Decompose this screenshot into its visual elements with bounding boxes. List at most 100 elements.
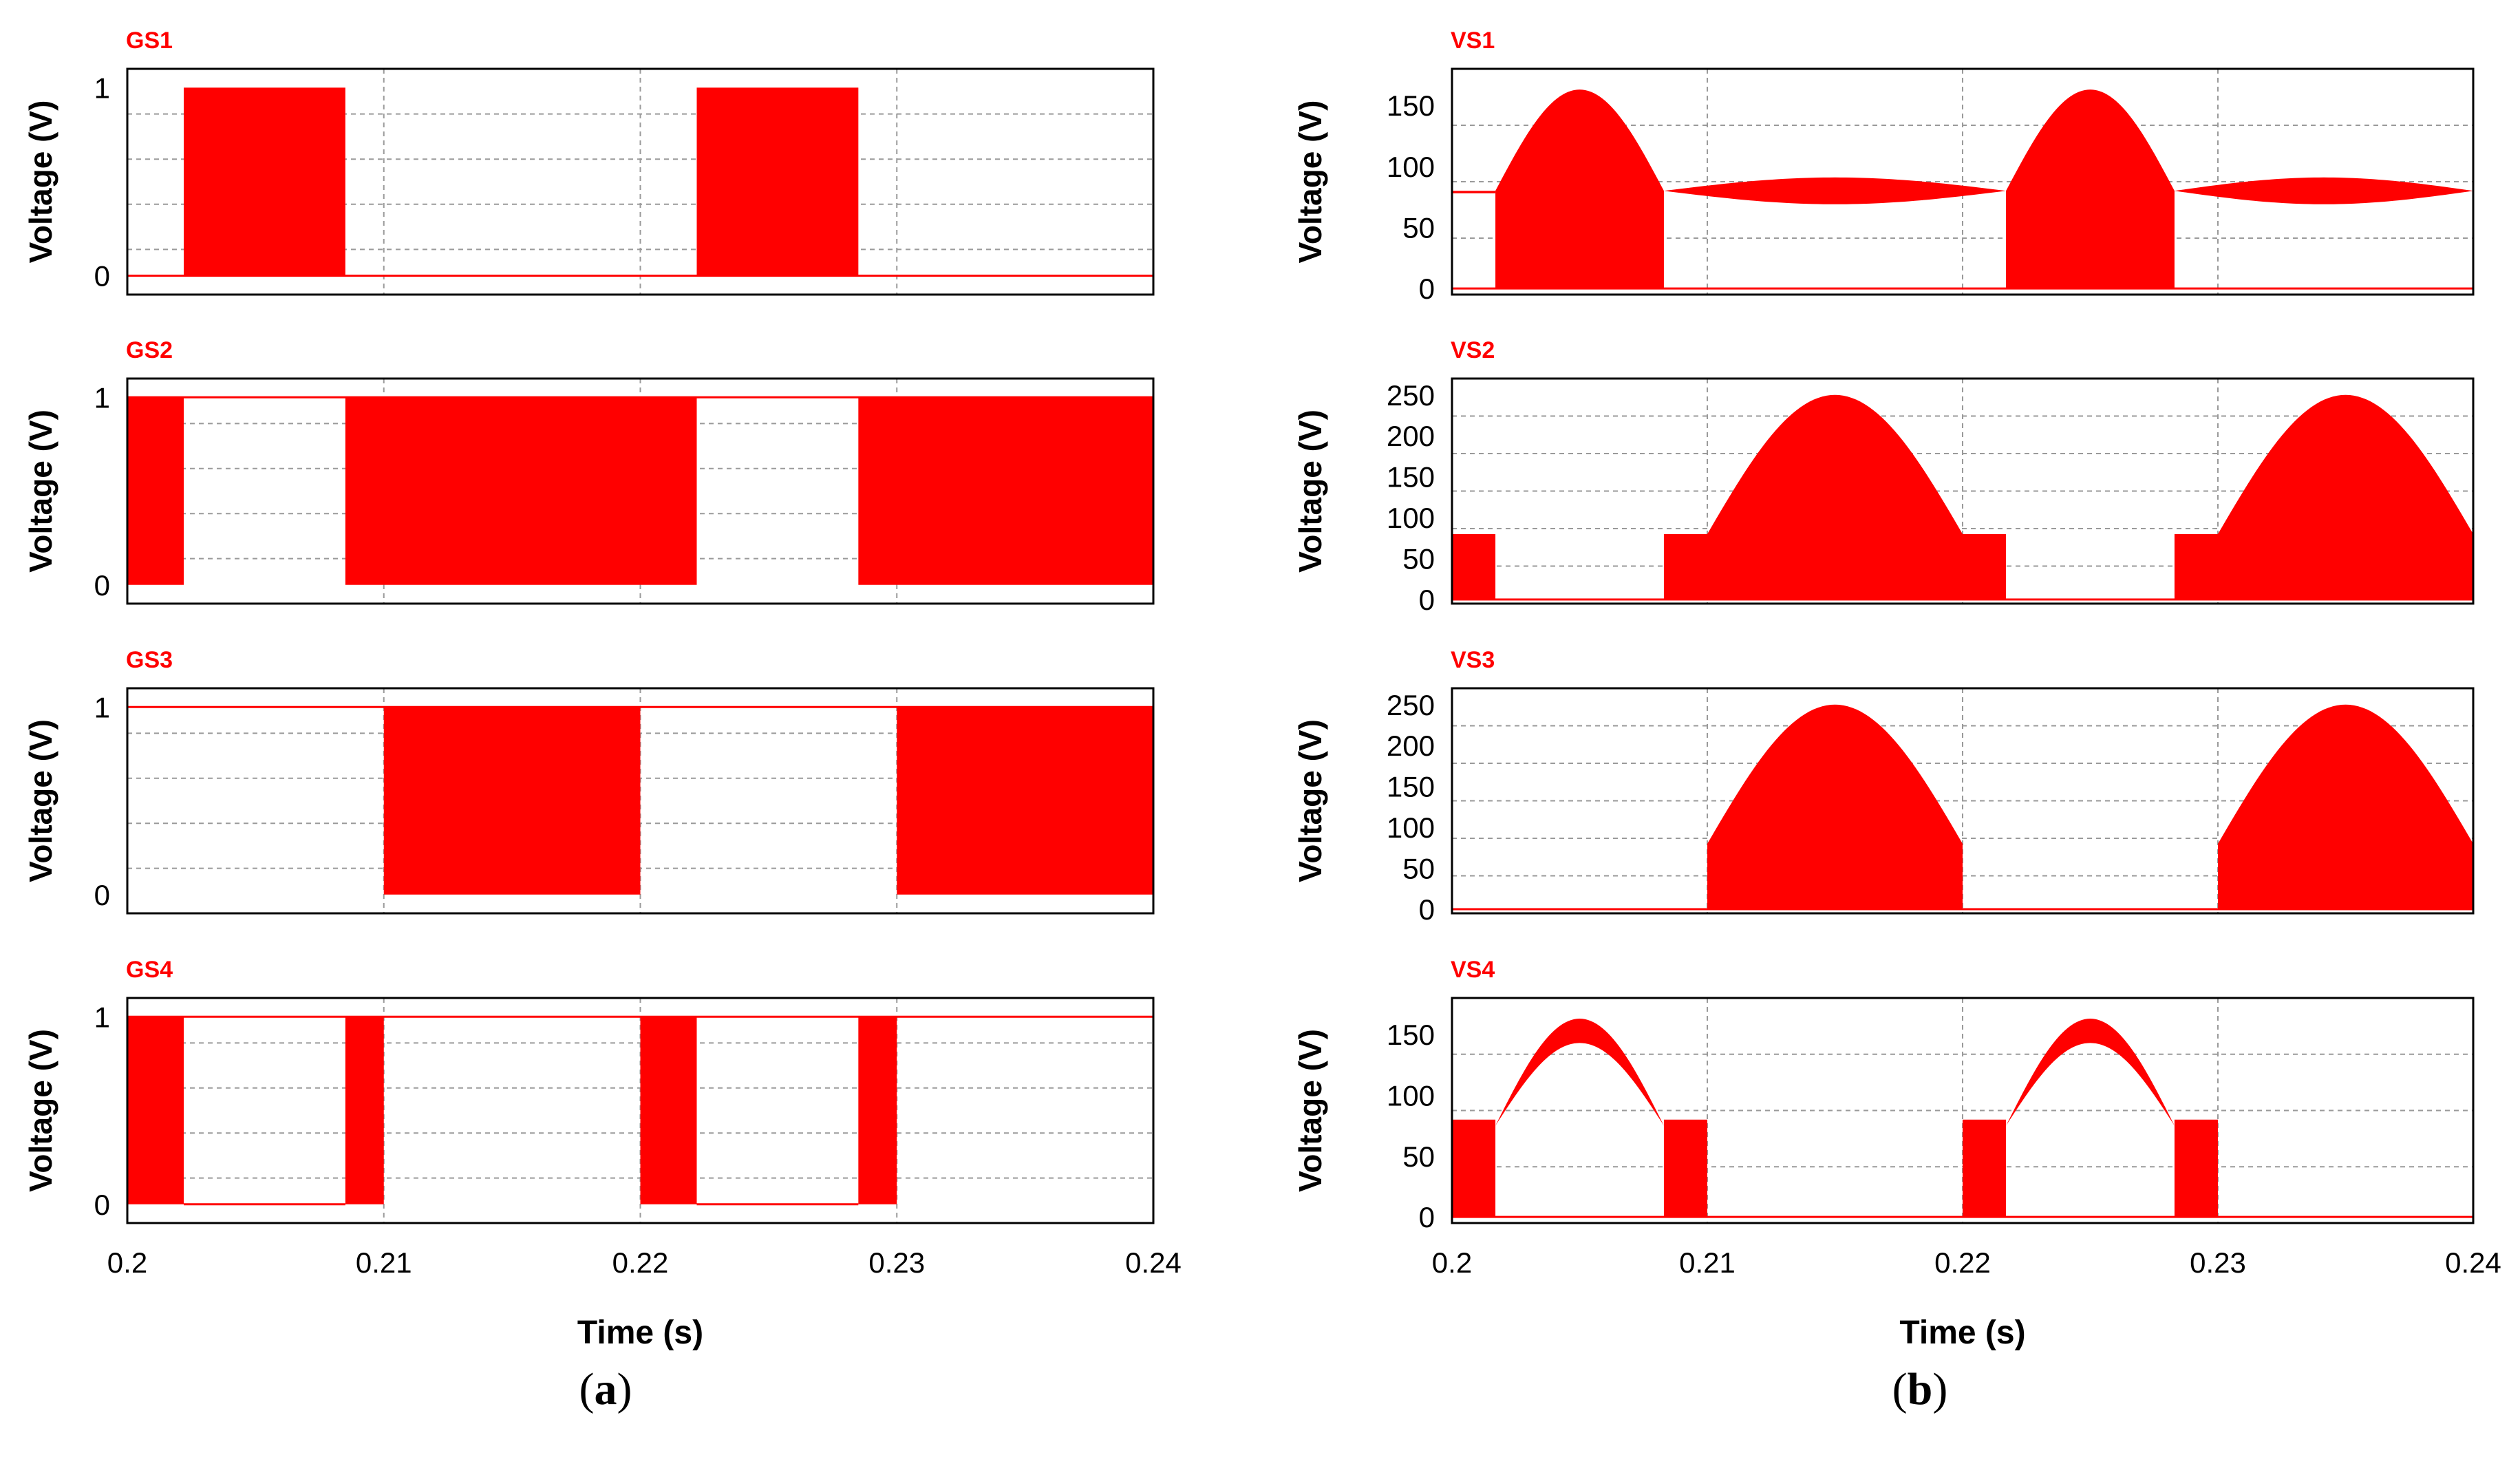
y-axis-label: Voltage (V): [23, 100, 58, 264]
plot-frame: [1451, 997, 2475, 1224]
pwm-block: [184, 87, 345, 276]
envelope-hump: [1707, 704, 1963, 910]
x-tick-label: 0.23: [868, 1246, 925, 1279]
y-tick-label: 0: [1419, 893, 1435, 926]
y-tick-label: 0: [1419, 1201, 1435, 1233]
chart-title: VS1: [1451, 28, 1495, 54]
chart-panel-gs1: GS1 0 1 Voltage (V): [23, 28, 1155, 296]
band-block: [1452, 191, 1496, 193]
series-gs2: [127, 396, 1153, 585]
envelope-arch: [1495, 1019, 1664, 1126]
x-tick-label: 0.2: [1432, 1246, 1472, 1279]
chart-title: GS4: [126, 957, 173, 983]
envelope-arch: [2006, 1019, 2175, 1126]
y-axis-label: Voltage (V): [1292, 719, 1328, 882]
pwm-block: [858, 1017, 897, 1204]
x-tick-label: 0.21: [1679, 1246, 1736, 1279]
pwm-block: [127, 1017, 184, 1204]
y-tick-label: 150: [1387, 89, 1435, 122]
chart-title: GS2: [126, 337, 173, 363]
x-tick-label: 0.22: [612, 1246, 669, 1279]
chart-panel-vs2: VS2 0 50 100 150 200 250 Voltage (V): [1292, 337, 2475, 616]
pwm-block: [696, 87, 859, 276]
pwm-block: [1663, 1119, 1707, 1218]
pwm-block: [1663, 533, 1707, 600]
pwm-block: [2174, 1119, 2218, 1218]
y-tick-label: 50: [1402, 211, 1435, 244]
y-tick-label: 200: [1387, 730, 1435, 762]
chart-panel-gs3: GS3 0 1 Voltage (V): [23, 647, 1155, 915]
y-tick-label: 1: [94, 72, 110, 104]
plot-frame: [1451, 67, 2475, 296]
y-tick-label: 1: [94, 1001, 110, 1033]
chart-title: VS4: [1451, 957, 1495, 983]
chart-panel-gs4: GS4 0 1 Voltage (V) 0.2 0.21 0.22 0.23 0.24 Time …: [23, 957, 1182, 1351]
pwm-block: [383, 707, 641, 895]
caption-letter: b: [1908, 1364, 1933, 1414]
chart-title: VS3: [1451, 647, 1495, 673]
pwm-block: [897, 707, 1153, 895]
pwm-block: [1452, 1119, 1496, 1218]
envelope-hump: [1495, 89, 1664, 289]
y-tick-label: 250: [1387, 689, 1435, 721]
y-tick-label: 100: [1387, 811, 1435, 844]
plot-frame: [126, 67, 1155, 296]
y-tick-label: 0: [1419, 273, 1435, 305]
x-axis-label: Time (s): [1899, 1315, 2025, 1351]
caption-letter: a: [595, 1364, 617, 1414]
plot-frame: [126, 377, 1155, 605]
plot-frame: [1451, 377, 2475, 605]
series-vs3: [1452, 704, 2473, 911]
y-axis-label: Voltage (V): [1292, 1029, 1328, 1192]
y-tick-label: 0: [1419, 584, 1435, 616]
y-tick-label: 200: [1387, 420, 1435, 452]
y-axis-label: Voltage (V): [1292, 100, 1328, 264]
y-tick-label: 1: [94, 381, 110, 414]
y-tick-label: 150: [1387, 461, 1435, 493]
series-gs3: [127, 705, 1153, 895]
chart-panel-gs2: GS2 0 1 Voltage (V): [23, 337, 1155, 605]
y-tick-label: 150: [1387, 771, 1435, 803]
series-gs1: [127, 87, 1153, 277]
y-tick-label: 50: [1402, 543, 1435, 575]
x-tick-label: 0.24: [1125, 1246, 1182, 1279]
pwm-block: [1963, 533, 2007, 600]
pwm-block: [1452, 533, 1496, 600]
envelope-spindle: [1663, 177, 2007, 204]
x-tick-label: 0.23: [2190, 1246, 2246, 1279]
chart-title: GS1: [126, 28, 173, 54]
caption-a: (a): [579, 1364, 632, 1414]
chart-title: GS3: [126, 647, 173, 673]
pwm-block: [345, 1017, 384, 1204]
y-tick-label: 100: [1387, 1079, 1435, 1112]
plot-frame: [126, 997, 1155, 1224]
y-tick-label: 100: [1387, 151, 1435, 183]
y-tick-label: 50: [1402, 1140, 1435, 1173]
series-vs2: [1452, 394, 2473, 601]
y-tick-label: 0: [94, 260, 110, 293]
x-tick-label: 0.21: [356, 1246, 412, 1279]
y-axis-label: Voltage (V): [23, 1029, 58, 1192]
y-axis-label: Voltage (V): [23, 410, 58, 573]
y-tick-label: 250: [1387, 379, 1435, 412]
y-tick-label: 0: [94, 879, 110, 911]
pwm-block: [858, 397, 1153, 585]
plot-frame: [126, 687, 1155, 915]
y-tick-label: 0: [94, 569, 110, 602]
pwm-block: [1963, 1119, 2007, 1218]
y-tick-label: 150: [1387, 1019, 1435, 1051]
pwm-block: [345, 397, 697, 585]
series-vs1: [1452, 89, 2473, 290]
envelope-hump: [1707, 394, 1963, 600]
x-tick-label: 0.2: [107, 1246, 147, 1279]
chart-panel-vs3: VS3 0 50 100 150 200 250 Voltage (V): [1292, 647, 2475, 926]
caption-b: (b): [1892, 1364, 1948, 1414]
chart-panel-vs4: VS4 0 50 100 150 Voltage (V) 0.2 0.21 0.22 0.23 0.…: [1292, 957, 2501, 1351]
chart-title: VS2: [1451, 337, 1495, 363]
x-tick-label: 0.24: [2445, 1246, 2501, 1279]
y-tick-label: 50: [1402, 853, 1435, 885]
y-tick-label: 100: [1387, 502, 1435, 534]
y-axis-label: Voltage (V): [1292, 410, 1328, 573]
envelope-spindle: [2174, 177, 2473, 204]
